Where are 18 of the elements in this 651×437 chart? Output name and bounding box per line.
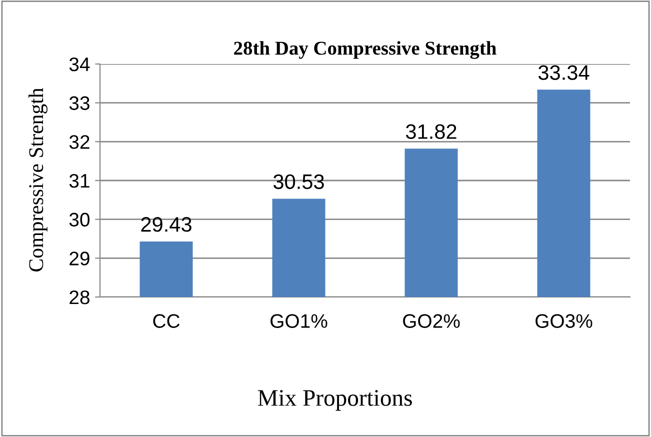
y-tick-label: 34 — [69, 57, 90, 72]
y-tick-label: 28 — [70, 290, 90, 304]
y-axis-title: Compressive Strength — [28, 88, 48, 272]
data-label: 30.53 — [273, 174, 324, 190]
x-tick-label: GO2% — [403, 314, 460, 328]
chart-title: 28th Day Compressive Strength — [234, 41, 496, 59]
x-tick-label: GO3% — [536, 314, 592, 328]
data-label: 33.34 — [538, 65, 590, 80]
data-label: 29.43 — [141, 217, 192, 232]
x-tick-label: GO1% — [270, 314, 328, 328]
y-tick-label: 33 — [69, 96, 90, 110]
y-tick-label: 30 — [69, 212, 90, 227]
y-tick-label: 29 — [70, 252, 90, 266]
data-label: 31.82 — [406, 124, 456, 139]
y-tick-label: 31 — [69, 174, 90, 188]
y-tick-label: 32 — [69, 135, 90, 149]
x-tick-label: CC — [153, 314, 180, 328]
x-axis-title: Mix Proportions — [258, 390, 412, 411]
